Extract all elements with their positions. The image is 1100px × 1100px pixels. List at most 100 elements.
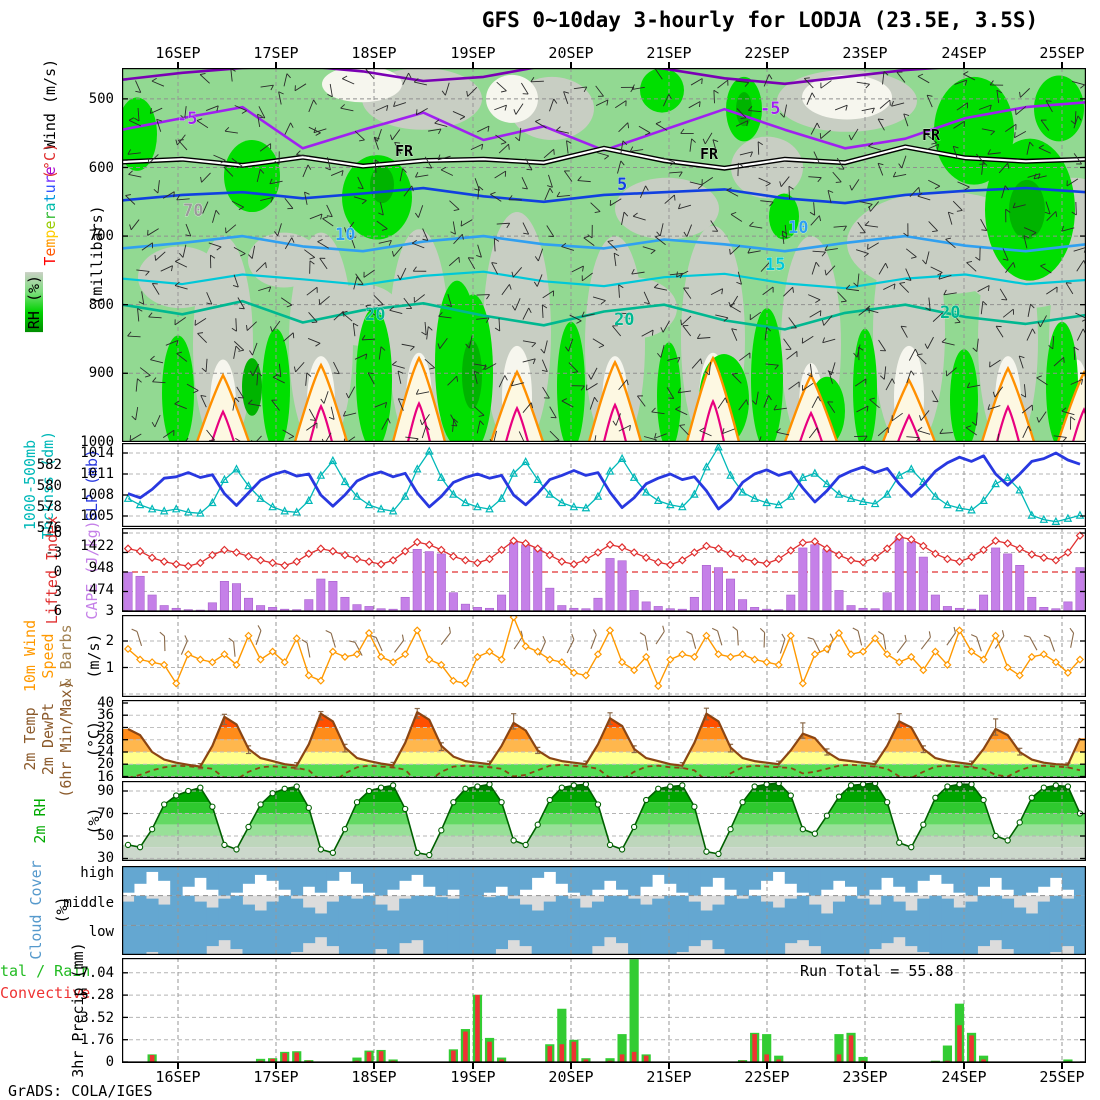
- rh2m-panel: [122, 781, 1086, 861]
- rh2m-axis-label-1: 2m RH: [31, 798, 49, 844]
- precip-tick: 7.04: [80, 965, 114, 981]
- thickness-tick: 582: [36, 457, 62, 473]
- millibars-axis-label: (millibars): [88, 205, 106, 305]
- date-label: 24SEP: [941, 1068, 987, 1086]
- date-tick: [177, 1063, 179, 1069]
- date-label: 25SEP: [1039, 1068, 1085, 1086]
- date-label: 22SEP: [744, 1068, 790, 1086]
- svg-text:20: 20: [365, 305, 385, 325]
- cape-li-panel: [122, 528, 1086, 612]
- li-tick: 0: [53, 564, 62, 580]
- date-label: 23SEP: [842, 44, 888, 62]
- convective-label: Convective: [0, 984, 91, 1002]
- svg-text:FR: FR: [700, 145, 719, 163]
- wind-tick: 2: [105, 633, 114, 649]
- date-tick: [668, 1063, 670, 1069]
- total-rain-label: tal / Rain: [0, 962, 91, 980]
- p-rh-canvas: [122, 781, 1086, 861]
- p-prec-canvas: [122, 958, 1086, 1063]
- cloud-cover-panel: [122, 866, 1086, 955]
- svg-text:5: 5: [617, 175, 627, 195]
- date-tick: [864, 62, 866, 68]
- run-total: Run Total = 55.88: [800, 962, 954, 980]
- date-tick: [963, 1063, 965, 1069]
- temperature-label-char: r: [41, 211, 59, 221]
- date-tick: [1061, 1063, 1063, 1069]
- precip-panel: [122, 958, 1086, 1063]
- temperature-label-char: e: [41, 247, 59, 257]
- temp-tick: 40: [97, 695, 114, 711]
- li-tick: -6: [45, 525, 62, 541]
- grads-footer: GrADS: COLA/IGES: [8, 1082, 153, 1100]
- svg-text:20: 20: [940, 303, 960, 323]
- cloud-row-label: middle: [63, 895, 114, 911]
- wind10m-axis-label-1: 10m Wind: [21, 619, 39, 693]
- date-tick: [472, 1063, 474, 1069]
- page-title: GFS 0~10day 3-hourly for LODJA (23.5E, 3…: [481, 8, 1039, 32]
- rh-axis-box: RH (%): [25, 271, 43, 333]
- temp-tick: 16: [97, 768, 114, 785]
- date-label: 17SEP: [253, 1068, 299, 1086]
- p-slp-canvas: [122, 443, 1086, 527]
- p-cloud-canvas: [122, 866, 1086, 955]
- slp-thickness-panel: [122, 443, 1086, 527]
- temperature-label-char: r: [41, 175, 59, 185]
- date-label: 17SEP: [253, 44, 299, 62]
- date-label: 16SEP: [155, 44, 201, 62]
- precip-tick: 0: [105, 1054, 114, 1071]
- date-tick: [177, 62, 179, 68]
- date-tick: [275, 1063, 277, 1069]
- pressure-tick: 1000: [80, 433, 114, 450]
- svg-text:-5: -5: [177, 109, 197, 129]
- date-tick: [766, 62, 768, 68]
- date-tick: [570, 62, 572, 68]
- date-label: 21SEP: [646, 44, 692, 62]
- rh-axis-label: RH (%): [25, 271, 43, 333]
- precip-tick: 1.76: [80, 1032, 114, 1048]
- pressure-tick: 500: [88, 91, 114, 107]
- svg-text:FR: FR: [395, 142, 414, 160]
- svg-text:10: 10: [788, 218, 808, 238]
- date-label: 23SEP: [842, 1068, 888, 1086]
- temp2m-axis-label-1: 2m Temp: [21, 707, 39, 771]
- temp-tick: 36: [97, 707, 114, 724]
- date-tick: [864, 1063, 866, 1069]
- rh-tick: 30: [97, 850, 114, 867]
- slp-tick: 1011: [80, 466, 114, 482]
- svg-text:-5: -5: [760, 99, 780, 119]
- temperature-label-char: t: [41, 193, 59, 203]
- pressure-tick: 700: [88, 228, 114, 244]
- cape-tick: 3: [105, 603, 114, 619]
- date-label: 19SEP: [450, 1068, 496, 1086]
- p-temp-canvas: [122, 700, 1086, 778]
- slp-tick: 1005: [80, 508, 114, 524]
- date-label: 22SEP: [744, 44, 790, 62]
- thickness-tick: 580: [36, 478, 62, 494]
- date-tick: [766, 1063, 768, 1069]
- date-label: 19SEP: [450, 44, 496, 62]
- pressure-tick: 600: [88, 159, 114, 176]
- pressure-tick: 800: [88, 296, 114, 313]
- upper-air-panel: -5 -5 FR FR FR 5 10 10 15 20 20 20 70: [122, 68, 1086, 442]
- date-tick: [570, 1063, 572, 1069]
- rh-tick: 90: [97, 783, 114, 799]
- date-label: 18SEP: [351, 44, 397, 62]
- temp-tick: 20: [97, 756, 114, 773]
- temperature-axis-label: Temperature: [41, 166, 59, 265]
- date-label: 18SEP: [351, 1068, 397, 1086]
- date-tick: [373, 1063, 375, 1069]
- date-tick: [472, 62, 474, 68]
- date-label: 25SEP: [1039, 44, 1085, 62]
- svg-text:15: 15: [765, 255, 785, 275]
- date-label: 21SEP: [646, 1068, 692, 1086]
- cloud-axis-label-1: Cloud Cover: [27, 860, 45, 960]
- thickness-tick: 578: [36, 499, 62, 515]
- temp-tick: 28: [97, 731, 114, 748]
- slp-tick: 1008: [80, 487, 114, 503]
- cloud-row-label: high: [80, 865, 114, 881]
- date-tick: [275, 62, 277, 68]
- li-tick: -3: [45, 544, 62, 561]
- li-tick: 6: [53, 603, 62, 619]
